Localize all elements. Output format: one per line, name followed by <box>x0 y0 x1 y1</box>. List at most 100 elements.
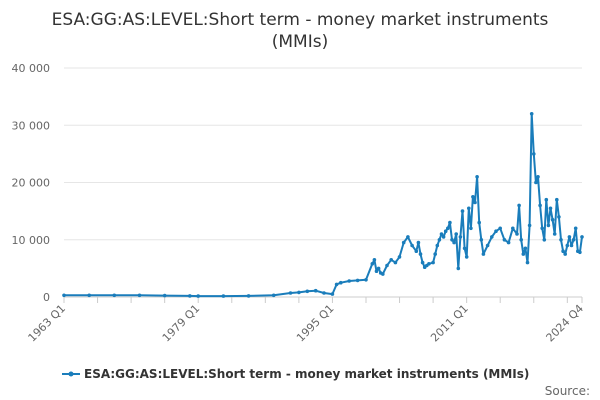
data-point[interactable] <box>544 197 549 202</box>
data-point[interactable] <box>567 235 572 239</box>
data-point[interactable] <box>196 294 200 298</box>
data-point[interactable] <box>376 266 381 271</box>
data-point[interactable] <box>112 293 117 298</box>
data-point[interactable] <box>322 291 326 295</box>
data-point[interactable] <box>439 232 444 236</box>
data-point[interactable] <box>475 175 479 179</box>
data-point[interactable] <box>471 195 475 199</box>
data-point[interactable] <box>464 255 469 259</box>
data-point[interactable] <box>448 220 452 225</box>
data-point[interactable] <box>559 238 563 242</box>
data-point[interactable] <box>334 282 339 287</box>
data-point[interactable] <box>446 226 450 231</box>
data-point[interactable] <box>416 240 421 245</box>
data-point[interactable] <box>536 175 540 179</box>
data-point[interactable] <box>469 226 473 231</box>
data-point[interactable] <box>540 226 544 231</box>
data-point[interactable] <box>339 280 343 285</box>
data-point[interactable] <box>542 238 547 242</box>
data-point[interactable] <box>441 235 446 239</box>
data-point[interactable] <box>517 203 521 208</box>
legend[interactable]: ESA:GG:AS:LEVEL:Short term - money marke… <box>62 367 529 381</box>
data-point[interactable] <box>374 269 379 274</box>
data-point[interactable] <box>137 293 142 298</box>
data-point[interactable] <box>473 200 477 205</box>
data-point[interactable] <box>529 112 534 116</box>
data-point[interactable] <box>502 238 507 242</box>
data-point[interactable] <box>452 240 456 245</box>
data-point[interactable] <box>188 294 192 298</box>
data-point[interactable] <box>443 229 448 233</box>
data-point[interactable] <box>271 293 276 298</box>
data-point[interactable] <box>431 260 435 265</box>
data-point[interactable] <box>498 226 503 231</box>
data-point[interactable] <box>456 266 461 271</box>
data-point[interactable] <box>364 278 368 282</box>
data-point[interactable] <box>523 246 528 251</box>
data-point[interactable] <box>552 232 557 236</box>
data-point[interactable] <box>246 294 251 298</box>
data-point[interactable] <box>370 262 375 266</box>
data-point[interactable] <box>578 250 582 255</box>
data-point[interactable] <box>313 288 318 293</box>
data-point[interactable] <box>479 238 484 242</box>
data-point[interactable] <box>433 252 438 256</box>
data-point[interactable] <box>538 203 542 208</box>
data-point[interactable] <box>454 232 459 236</box>
data-point[interactable] <box>288 291 293 295</box>
data-point[interactable] <box>527 223 532 228</box>
data-point[interactable] <box>519 238 523 242</box>
data-point[interactable] <box>450 238 454 242</box>
data-point[interactable] <box>330 292 335 296</box>
data-point[interactable] <box>565 243 570 248</box>
data-point[interactable] <box>420 260 425 265</box>
series-line[interactable] <box>64 112 583 298</box>
source-credit[interactable]: Source: <box>545 384 590 398</box>
data-point[interactable] <box>462 246 467 251</box>
data-point[interactable] <box>355 278 360 283</box>
data-point[interactable] <box>437 238 442 242</box>
data-point[interactable] <box>546 223 551 228</box>
data-point[interactable] <box>532 152 536 156</box>
data-point[interactable] <box>427 262 431 266</box>
data-point[interactable] <box>162 293 167 298</box>
data-point[interactable] <box>525 260 530 265</box>
data-point[interactable] <box>573 226 578 231</box>
data-point[interactable] <box>347 279 352 283</box>
data-point[interactable] <box>521 252 526 256</box>
data-point[interactable] <box>580 235 584 239</box>
data-point[interactable] <box>481 252 486 256</box>
data-point[interactable] <box>87 293 91 298</box>
data-point[interactable] <box>458 235 463 239</box>
data-point[interactable] <box>548 206 553 211</box>
data-point[interactable] <box>418 252 423 256</box>
data-point[interactable] <box>221 294 226 298</box>
data-point[interactable] <box>557 215 561 219</box>
data-point[interactable] <box>569 243 574 248</box>
data-point[interactable] <box>494 229 498 233</box>
data-point[interactable] <box>389 258 394 262</box>
data-point[interactable] <box>511 226 515 231</box>
data-point[interactable] <box>561 249 565 253</box>
data-point[interactable] <box>401 240 406 245</box>
data-point[interactable] <box>550 217 555 222</box>
data-point[interactable] <box>385 263 389 268</box>
data-point[interactable] <box>534 180 538 185</box>
data-point[interactable] <box>435 243 440 248</box>
data-point[interactable] <box>381 272 385 276</box>
data-point[interactable] <box>571 238 576 242</box>
data-point[interactable] <box>414 249 419 253</box>
data-point[interactable] <box>397 255 402 259</box>
data-point[interactable] <box>515 232 519 236</box>
data-point[interactable] <box>460 209 465 213</box>
data-point[interactable] <box>490 235 494 239</box>
data-point[interactable] <box>305 289 310 294</box>
data-point[interactable] <box>393 260 398 265</box>
data-point[interactable] <box>506 240 511 245</box>
data-point[interactable] <box>555 197 559 202</box>
data-point[interactable] <box>406 235 410 239</box>
data-point[interactable] <box>485 243 490 248</box>
data-point[interactable] <box>297 290 301 295</box>
data-point[interactable] <box>62 293 66 298</box>
data-point[interactable] <box>477 220 482 225</box>
